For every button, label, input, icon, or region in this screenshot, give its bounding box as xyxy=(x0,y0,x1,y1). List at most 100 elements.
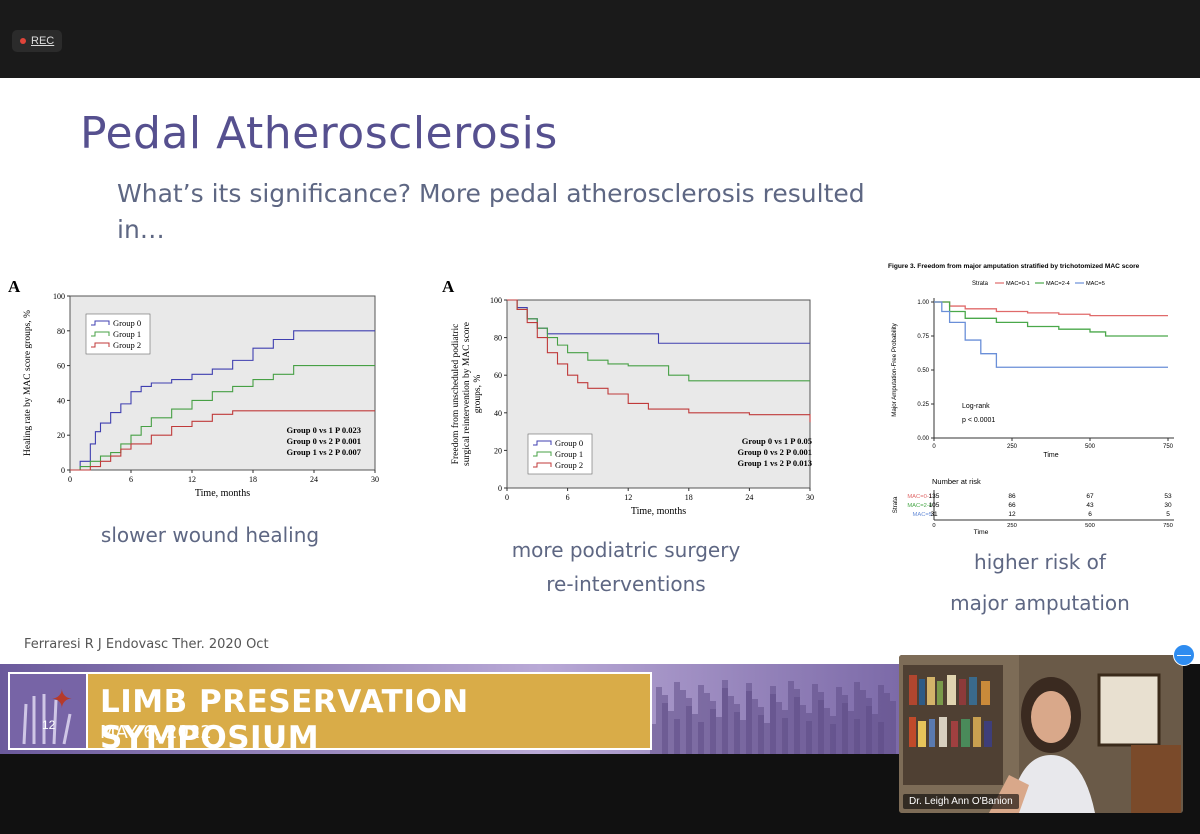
crowd-figure xyxy=(746,691,752,754)
figure-title: Figure 3. Freedom from major amputation … xyxy=(888,263,1140,270)
crowd-figure xyxy=(788,681,794,754)
crowd-figure xyxy=(806,721,812,754)
crowd-figure xyxy=(662,703,668,754)
recording-label: REC xyxy=(31,35,55,47)
legend-swatch xyxy=(533,462,552,468)
crowd-figure xyxy=(884,693,890,754)
participant-video-tile[interactable]: Dr. Leigh Ann O'Banion xyxy=(899,655,1183,813)
caption-amputation-1: higher risk of xyxy=(974,550,1106,574)
record-dot-icon xyxy=(20,38,26,44)
crowd-figure xyxy=(818,700,824,754)
y-axis-label: Freedom from unscheduled podiatricsurgic… xyxy=(450,322,483,466)
crowd-figure xyxy=(692,714,698,754)
crowd-figure xyxy=(674,682,680,754)
caption-podiatric-2: re-interventions xyxy=(546,572,706,596)
risk-count: 12 xyxy=(1008,511,1016,518)
symposium-title: LIMB PRESERVATION SYMPOSIUM xyxy=(100,684,469,754)
legend-entry: MAC=2-4 xyxy=(1046,281,1070,287)
x-tick-label: 18 xyxy=(685,493,693,502)
risk-row-label: MAC=2-4 xyxy=(907,503,932,509)
series-line-group-0 xyxy=(70,330,375,471)
x-tick-label: 0 xyxy=(505,493,509,502)
crowd-figure xyxy=(830,724,836,754)
slide-subtitle: What’s its significance? More pedal athe… xyxy=(117,179,865,244)
legend-swatch xyxy=(91,342,110,348)
series-line-group-2 xyxy=(70,410,375,471)
risk-count: 67 xyxy=(1086,493,1094,500)
crowd-figure xyxy=(728,696,734,754)
crowd-figure xyxy=(872,714,878,754)
x-tick-label: 18 xyxy=(249,475,257,484)
legend-title: Strata xyxy=(972,281,989,287)
x-tick-label: 500 xyxy=(1085,444,1096,450)
symposium-banner: ✦ 12 LIMB PRESERVATION SYMPOSIUM MAY 6, … xyxy=(0,664,900,754)
risk-row-label: MAC=5 xyxy=(913,512,933,518)
crowd-figure xyxy=(878,685,884,754)
minimize-video-button[interactable]: — xyxy=(1173,644,1195,666)
y-axis-label-line: groups, % xyxy=(473,375,483,414)
caption-podiatric-1: more podiatric surgery xyxy=(511,538,741,562)
crowd-figure xyxy=(842,703,848,754)
x-tick-label: 6 xyxy=(129,475,133,484)
risk-count: 43 xyxy=(1086,502,1094,509)
crowd-figure xyxy=(668,711,674,754)
reintervention-chart: A 0 6 12 18 24 30 0 20 40 60 80 100 Time, months Freed… xyxy=(442,277,814,517)
y-tick-label: 1.00 xyxy=(917,300,929,306)
symposium-logo: ✦ 12 xyxy=(8,672,88,750)
healing-rate-chart: A 0 6 12 18 24 30 0 20 40 60 80 100 Time, months Heali… xyxy=(8,277,379,499)
y-tick-label: 100 xyxy=(490,296,502,305)
slide-title: Pedal Atherosclerosis xyxy=(80,108,558,159)
risk-x-axis-label: Time xyxy=(974,529,989,534)
p-value-annotation: Group 0 vs 1 P 0.05 xyxy=(742,436,812,446)
risk-count: 5 xyxy=(1166,511,1170,518)
crowd-figure xyxy=(740,720,746,754)
crowd-figure xyxy=(776,702,782,754)
slide-citation: Ferraresi R J Endovasc Ther. 2020 Oct xyxy=(24,637,269,652)
symposium-date: MAY 6, 2022 xyxy=(100,722,212,743)
amputation-chart: Figure 3. Freedom from major amputation … xyxy=(888,263,1174,534)
y-axis-label: Healing rate by MAC score groups, % xyxy=(23,310,33,456)
risk-x-tick-label: 500 xyxy=(1085,523,1095,529)
participant-name-label: Dr. Leigh Ann O'Banion xyxy=(903,794,1019,809)
caption-amputation-2: major amputation xyxy=(950,591,1130,615)
y-tick-label: 60 xyxy=(494,371,502,380)
x-tick-label: 12 xyxy=(624,493,632,502)
series-line-group-2 xyxy=(507,299,811,423)
legend-entry: Group 0 xyxy=(113,318,141,328)
p-value-annotation: Group 0 vs 2 P 0.001 xyxy=(738,447,812,457)
x-axis-label: Time xyxy=(1043,452,1058,459)
risk-count: 6 xyxy=(1088,511,1092,518)
risk-count: 105 xyxy=(929,502,940,509)
risk-table-strata-label: Strata xyxy=(892,496,899,513)
legend-swatch xyxy=(91,320,110,326)
risk-count: 86 xyxy=(1008,493,1016,500)
x-tick-label: 6 xyxy=(566,493,570,502)
y-axis-label-line: Freedom from unscheduled podiatric xyxy=(450,324,461,465)
series-line-mac-5 xyxy=(934,301,1168,368)
log-rank-label: Log-rank xyxy=(962,403,990,410)
crowd-figure xyxy=(716,717,722,754)
maple-leaf-icon: ✦ xyxy=(51,684,73,714)
x-tick-label: 30 xyxy=(371,475,379,484)
p-value-label: p < 0.0001 xyxy=(962,417,995,424)
risk-count: 66 xyxy=(1008,502,1016,509)
crowd-figure xyxy=(848,711,854,754)
legend-entry: MAC=5 xyxy=(1086,281,1105,287)
crowd-figure xyxy=(752,699,758,754)
recording-indicator[interactable]: REC xyxy=(12,30,63,52)
crowd-figure xyxy=(812,684,818,754)
p-value-annotation: Group 0 vs 1 P 0.023 xyxy=(287,425,361,435)
crowd-figure xyxy=(686,706,692,754)
y-tick-label: 40 xyxy=(494,409,502,418)
crowd-figure xyxy=(866,706,872,754)
risk-count: 135 xyxy=(929,493,940,500)
y-tick-label: 40 xyxy=(57,396,65,405)
legend-swatch xyxy=(533,440,552,446)
x-tick-label: 250 xyxy=(1007,444,1018,450)
panel-label: A xyxy=(442,277,455,296)
crowd-figure xyxy=(782,718,788,754)
legend-entry: Group 1 xyxy=(113,329,141,339)
y-tick-label: 20 xyxy=(494,446,502,455)
